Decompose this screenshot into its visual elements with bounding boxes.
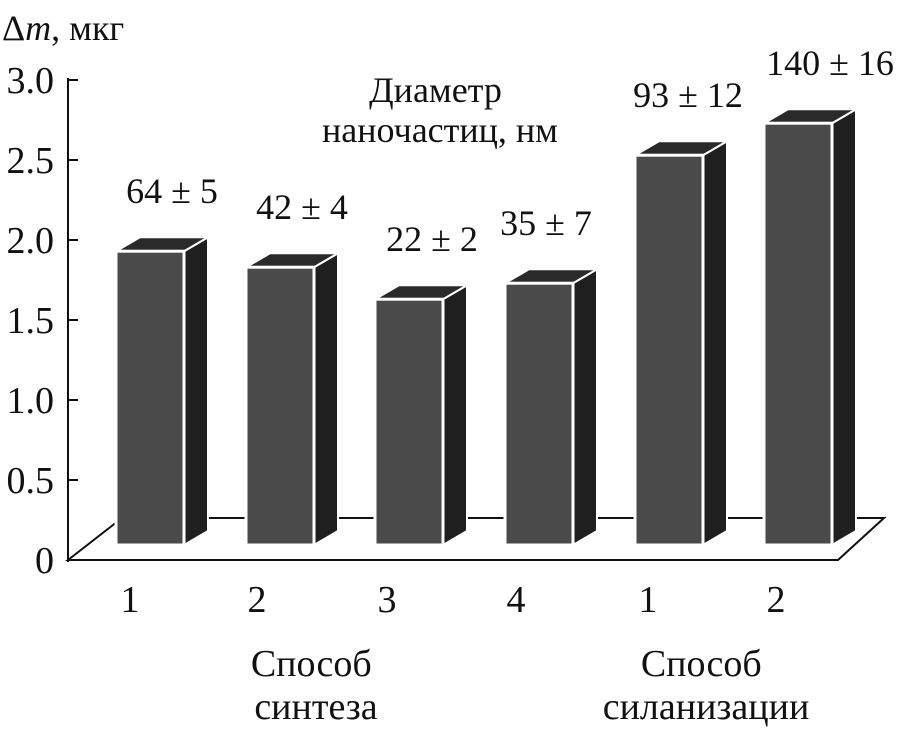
bar-value-label: 64 ± 5	[126, 171, 218, 211]
y-axis-label: Δm, мкг	[2, 8, 124, 48]
y-tick-label: 1.5	[7, 300, 55, 342]
group-label-silanization-line-2: силанизации	[603, 686, 810, 728]
x-category-label: 4	[507, 579, 526, 621]
group-label-silanization: Способ силанизации	[603, 643, 810, 728]
bar	[760, 107, 860, 547]
group-label-synthesis: Способ синтеза	[251, 643, 381, 728]
bar-value-labels: 64 ± 5 42 ± 4 22 ± 2 35 ± 7 93 ± 12 140 ± 16	[126, 43, 894, 259]
bar-side	[183, 235, 209, 547]
bar-front	[373, 297, 445, 547]
bar	[371, 283, 471, 547]
annotation-line-1: Диаметр	[369, 70, 502, 110]
bar	[112, 235, 212, 547]
bar-front	[114, 249, 186, 547]
y-axis-label-symbol: Δ	[2, 8, 25, 48]
group-label-silanization-line-1: Способ	[641, 643, 762, 685]
annotation-line-2: наночастиц, нм	[322, 110, 558, 150]
bar-value-label: 22 ± 2	[386, 219, 478, 259]
bar-value-label: 42 ± 4	[256, 187, 348, 227]
bar-side	[702, 139, 728, 547]
y-tick-label: 0	[35, 540, 54, 582]
group-label-synthesis-line-1: Способ	[251, 643, 372, 685]
x-category-label: 3	[378, 579, 397, 621]
bar-front	[633, 153, 705, 547]
bar-value-label: 93 ± 12	[633, 75, 743, 115]
bar	[242, 251, 342, 547]
x-category-label: 1	[121, 579, 140, 621]
x-category-label: 1	[639, 579, 658, 621]
x-category-label: 2	[248, 579, 267, 621]
group-label-synthesis-line-2: синтеза	[254, 686, 377, 728]
bar	[631, 139, 731, 547]
bar	[501, 267, 601, 547]
bar-side	[313, 251, 339, 547]
y-ticks: 0 0.5 1.0 1.5 2.0 2.5 3.0	[7, 60, 78, 582]
bar-side	[572, 267, 598, 547]
annotation-diameter: Диаметр наночастиц, нм	[322, 70, 558, 150]
y-axis-label-variable: m	[25, 8, 51, 48]
bar-side	[442, 283, 468, 547]
bar-front	[762, 121, 834, 547]
y-tick-label: 3.0	[7, 60, 55, 102]
x-category-labels: 1 2 3 4 1 2	[121, 579, 786, 621]
y-tick-label: 0.5	[7, 460, 55, 502]
y-axis-label-unit: , мкг	[51, 8, 124, 48]
y-tick-label: 1.0	[7, 380, 55, 422]
bars	[112, 107, 860, 547]
bar-front	[503, 281, 575, 547]
y-tick-label: 2.0	[7, 220, 55, 262]
bar-value-label: 35 ± 7	[500, 203, 592, 243]
y-tick-label: 2.5	[7, 140, 55, 182]
bar-side	[831, 107, 857, 547]
x-category-label: 2	[767, 579, 786, 621]
bar-front	[244, 265, 316, 547]
bar-value-label: 140 ± 16	[766, 43, 894, 83]
